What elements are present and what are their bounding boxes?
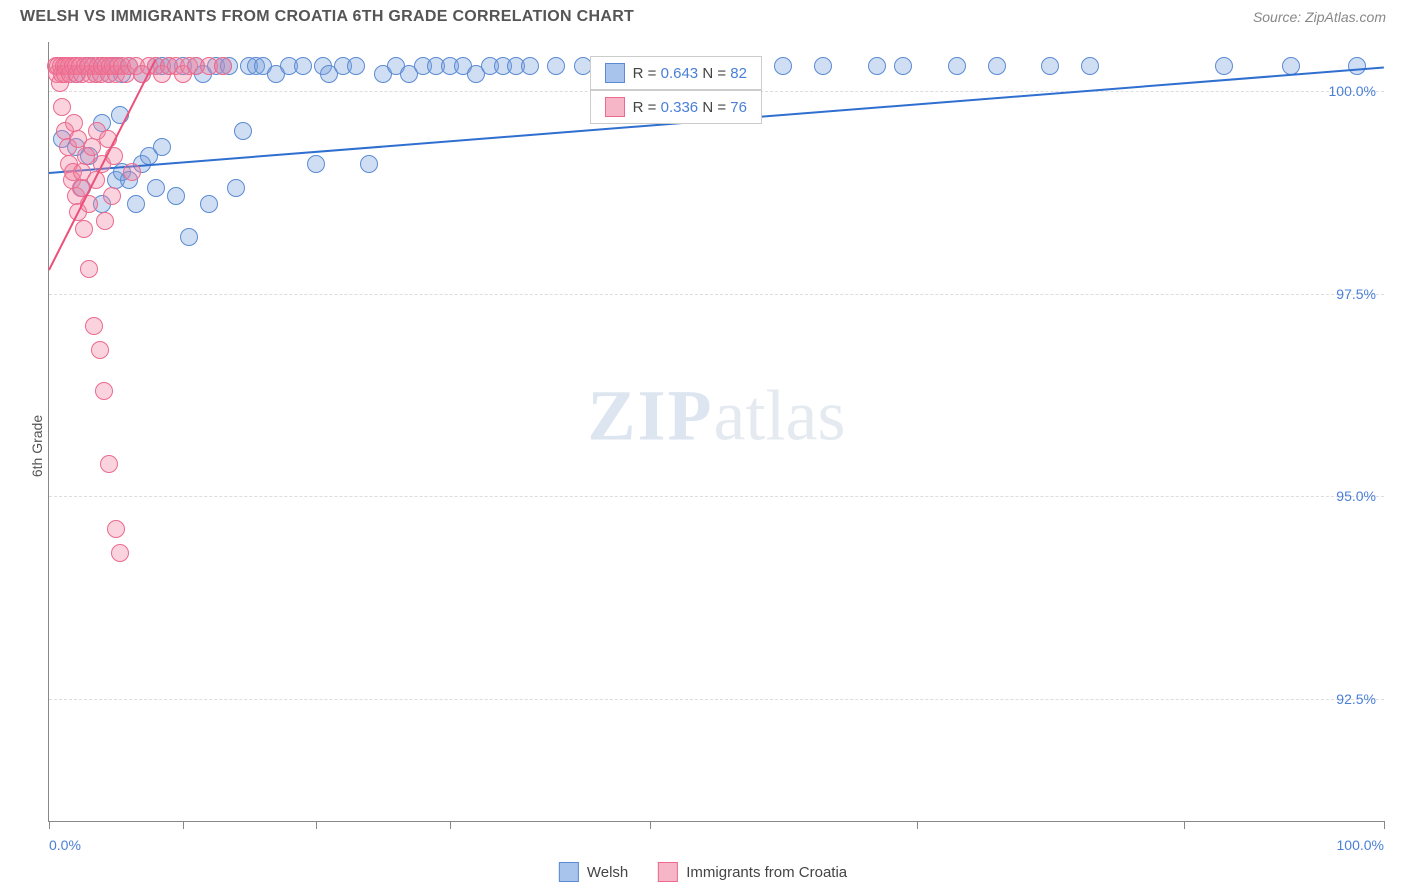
scatter-point <box>111 544 129 562</box>
chart-plot-area: ZIPatlas 92.5%95.0%97.5%100.0%0.0%100.0%… <box>48 42 1384 822</box>
watermark-atlas: atlas <box>714 375 846 455</box>
xtick <box>917 821 918 829</box>
scatter-point <box>100 455 118 473</box>
legend-swatch <box>605 97 625 117</box>
scatter-point <box>227 179 245 197</box>
scatter-point <box>988 57 1006 75</box>
xtick <box>49 821 50 829</box>
scatter-point <box>91 341 109 359</box>
chart-title: WELSH VS IMMIGRANTS FROM CROATIA 6TH GRA… <box>20 8 634 26</box>
bottom-legend-item: Immigrants from Croatia <box>658 862 847 882</box>
legend-swatch <box>605 63 625 83</box>
scatter-point <box>1041 57 1059 75</box>
scatter-point <box>1348 57 1366 75</box>
scatter-point <box>360 155 378 173</box>
scatter-point <box>65 114 83 132</box>
y-axis-label: 6th Grade <box>29 415 45 477</box>
scatter-point <box>521 57 539 75</box>
scatter-point <box>153 138 171 156</box>
scatter-point <box>123 163 141 181</box>
scatter-point <box>948 57 966 75</box>
xaxis-label-left: 0.0% <box>49 837 81 853</box>
scatter-point <box>1081 57 1099 75</box>
scatter-point <box>307 155 325 173</box>
scatter-point <box>347 57 365 75</box>
scatter-point <box>868 57 886 75</box>
scatter-point <box>107 520 125 538</box>
scatter-point <box>200 195 218 213</box>
scatter-point <box>85 317 103 335</box>
ytick-label: 92.5% <box>1336 691 1376 707</box>
legend-stats-text: R = 0.336 N = 76 <box>633 99 747 116</box>
legend-stats-text: R = 0.643 N = 82 <box>633 65 747 82</box>
bottom-legend-item: Welsh <box>559 862 628 882</box>
xtick <box>650 821 651 829</box>
chart-source: Source: ZipAtlas.com <box>1253 9 1386 25</box>
gridline-h <box>49 294 1384 295</box>
xtick <box>183 821 184 829</box>
scatter-point <box>294 57 312 75</box>
watermark: ZIPatlas <box>588 374 846 457</box>
scatter-point <box>234 122 252 140</box>
legend-stats-row: R = 0.643 N = 82 <box>590 56 762 90</box>
scatter-point <box>75 220 93 238</box>
xtick <box>1184 821 1185 829</box>
scatter-point <box>167 187 185 205</box>
scatter-point <box>103 187 121 205</box>
scatter-point <box>96 212 114 230</box>
bottom-legend-label: Welsh <box>587 864 628 881</box>
scatter-point <box>894 57 912 75</box>
scatter-point <box>95 382 113 400</box>
scatter-point <box>1215 57 1233 75</box>
scatter-point <box>214 57 232 75</box>
ytick-label: 100.0% <box>1329 83 1376 99</box>
bottom-legend-label: Immigrants from Croatia <box>686 864 847 881</box>
legend-swatch <box>559 862 579 882</box>
gridline-h <box>49 496 1384 497</box>
scatter-point <box>547 57 565 75</box>
scatter-point <box>127 195 145 213</box>
scatter-point <box>53 98 71 116</box>
ytick-label: 95.0% <box>1336 488 1376 504</box>
legend-swatch <box>658 862 678 882</box>
scatter-point <box>774 57 792 75</box>
legend-stats-row: R = 0.336 N = 76 <box>590 90 762 124</box>
scatter-point <box>814 57 832 75</box>
bottom-legend: Welsh Immigrants from Croatia <box>559 862 847 882</box>
watermark-zip: ZIP <box>588 375 714 455</box>
xtick <box>1384 821 1385 829</box>
ytick-label: 97.5% <box>1336 286 1376 302</box>
gridline-h <box>49 699 1384 700</box>
xtick <box>450 821 451 829</box>
xtick <box>316 821 317 829</box>
scatter-point <box>80 260 98 278</box>
scatter-point <box>147 179 165 197</box>
xaxis-label-right: 100.0% <box>1337 837 1384 853</box>
scatter-point <box>180 228 198 246</box>
